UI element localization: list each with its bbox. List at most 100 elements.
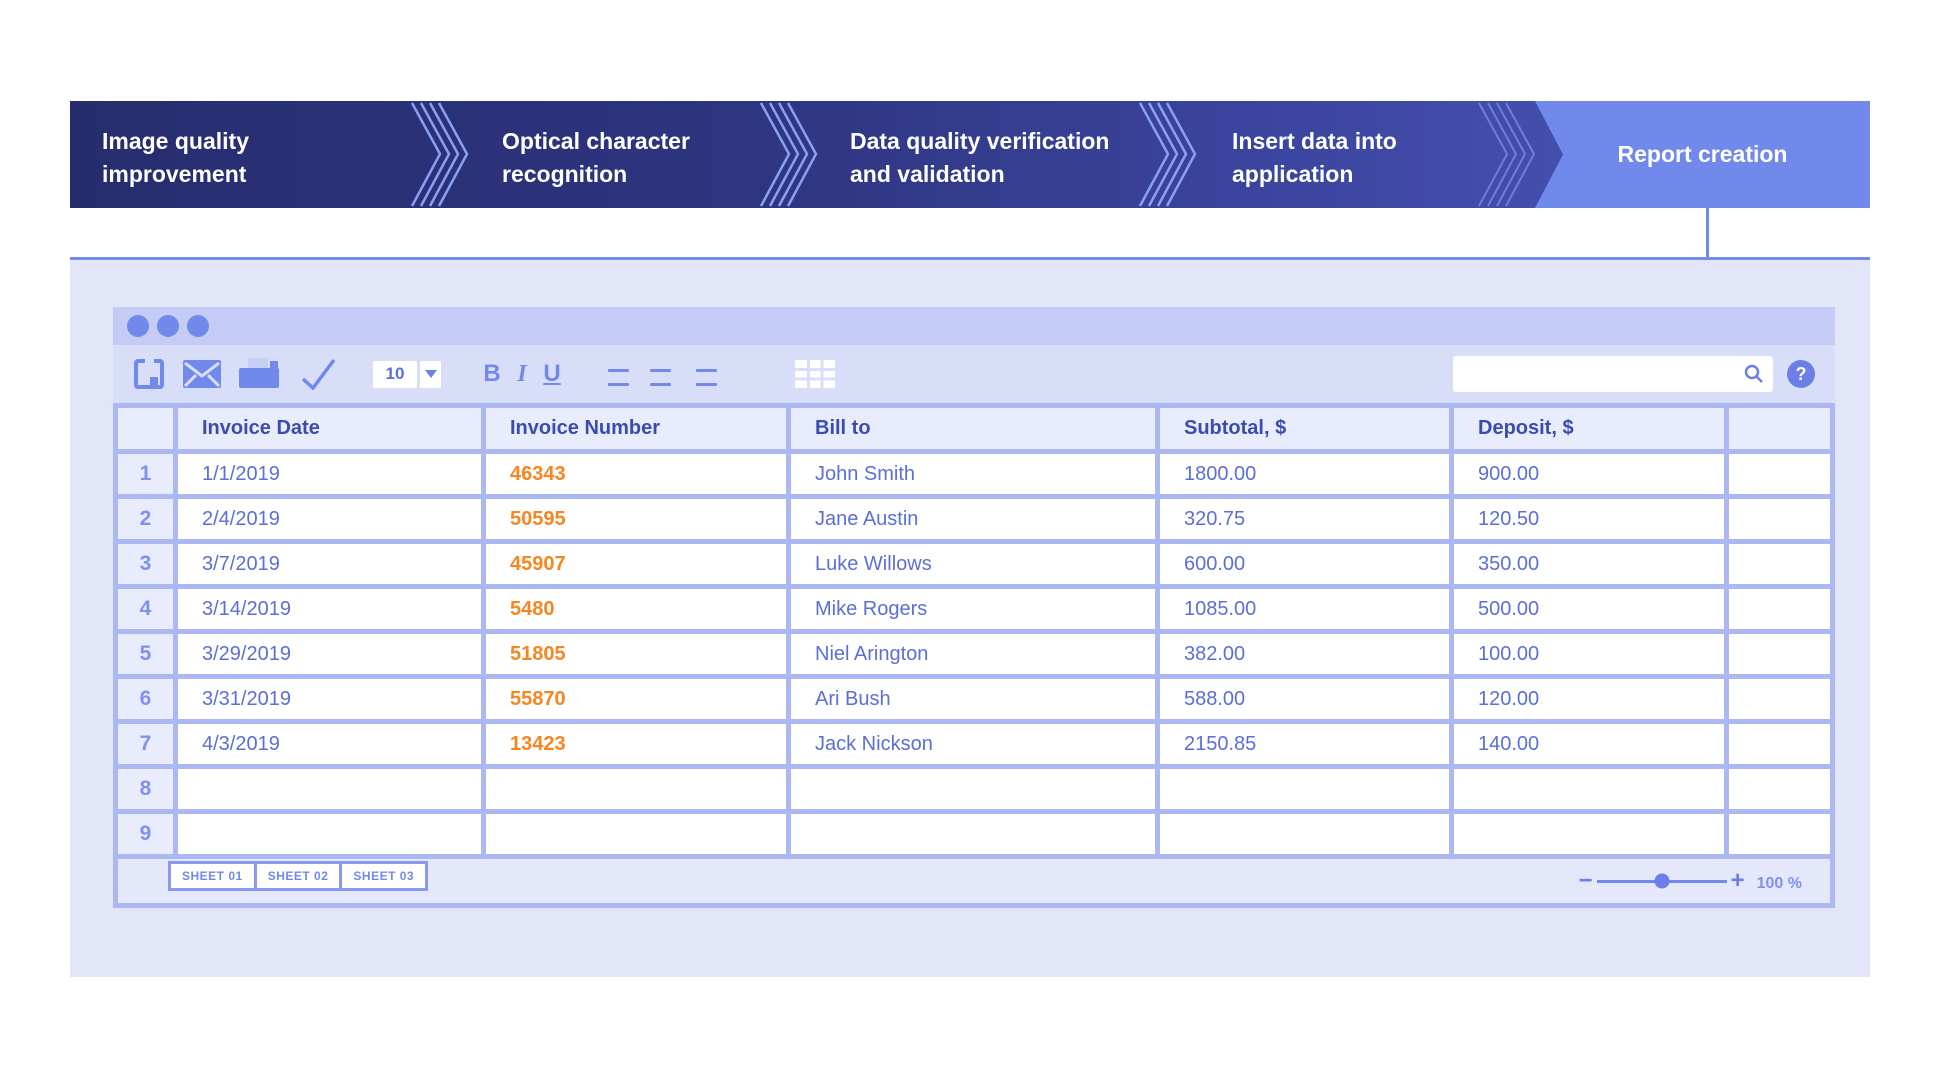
- font-size-value[interactable]: 10: [373, 360, 417, 388]
- cell-bill-to[interactable]: Ari Bush: [791, 679, 1155, 719]
- row-number-cell[interactable]: 8: [118, 769, 173, 809]
- cell-empty[interactable]: [1729, 724, 1830, 764]
- cell-invoice-date[interactable]: [178, 814, 481, 854]
- cell-invoice-number[interactable]: 45907: [486, 544, 786, 584]
- cell-subtotal[interactable]: 588.00: [1160, 679, 1449, 719]
- cell-bill-to[interactable]: [791, 769, 1155, 809]
- search-input[interactable]: [1461, 364, 1743, 384]
- cell-bill-to[interactable]: Jack Nickson: [791, 724, 1155, 764]
- cell-deposit[interactable]: 140.00: [1454, 724, 1724, 764]
- align-right-button[interactable]: [687, 362, 717, 386]
- tab-sheet-03[interactable]: SHEET 03: [342, 864, 426, 888]
- print-button[interactable]: [239, 358, 281, 390]
- row-number-cell[interactable]: 5: [118, 634, 173, 674]
- cell-subtotal[interactable]: 1085.00: [1160, 589, 1449, 629]
- cell-deposit[interactable]: 120.50: [1454, 499, 1724, 539]
- underline-button[interactable]: U: [543, 360, 561, 387]
- cell-invoice-number[interactable]: [486, 814, 786, 854]
- cell-bill-to[interactable]: John Smith: [791, 454, 1155, 494]
- row-number-cell[interactable]: 7: [118, 724, 173, 764]
- search-field[interactable]: [1453, 356, 1773, 392]
- cell-subtotal[interactable]: 600.00: [1160, 544, 1449, 584]
- column-header-deposit[interactable]: Deposit, $: [1454, 408, 1724, 449]
- corner-cell[interactable]: [118, 408, 173, 449]
- cell-bill-to[interactable]: Niel Arington: [791, 634, 1155, 674]
- tab-sheet-01[interactable]: SHEET 01: [171, 864, 254, 888]
- cell-empty[interactable]: [1729, 589, 1830, 629]
- cell-bill-to[interactable]: [791, 814, 1155, 854]
- cell-subtotal[interactable]: 320.75: [1160, 499, 1449, 539]
- cell-invoice-date[interactable]: [178, 769, 481, 809]
- cell-empty[interactable]: [1729, 454, 1830, 494]
- cell-invoice-number[interactable]: 51805: [486, 634, 786, 674]
- cell-subtotal[interactable]: 2150.85: [1160, 724, 1449, 764]
- column-header-empty[interactable]: [1729, 408, 1830, 449]
- row-number-cell[interactable]: 6: [118, 679, 173, 719]
- align-left-button[interactable]: [603, 362, 633, 386]
- email-button[interactable]: [183, 360, 221, 388]
- spreadsheet-window: 10 B I U: [113, 307, 1835, 908]
- cell-invoice-date[interactable]: 4/3/2019: [178, 724, 481, 764]
- zoom-slider-knob[interactable]: [1654, 873, 1670, 889]
- cell-subtotal[interactable]: [1160, 814, 1449, 854]
- cell-subtotal[interactable]: [1160, 769, 1449, 809]
- cell-invoice-date[interactable]: 2/4/2019: [178, 499, 481, 539]
- save-button[interactable]: [133, 358, 165, 390]
- cell-invoice-date[interactable]: 3/31/2019: [178, 679, 481, 719]
- cell-invoice-number[interactable]: 55870: [486, 679, 786, 719]
- cell-bill-to[interactable]: Mike Rogers: [791, 589, 1155, 629]
- font-size-dropdown[interactable]: [420, 360, 441, 388]
- cell-invoice-date[interactable]: 3/14/2019: [178, 589, 481, 629]
- cell-deposit[interactable]: [1454, 769, 1724, 809]
- cell-deposit[interactable]: 350.00: [1454, 544, 1724, 584]
- zoom-out-button[interactable]: −: [1578, 867, 1593, 894]
- cell-deposit[interactable]: 120.00: [1454, 679, 1724, 719]
- bold-button[interactable]: B: [483, 360, 501, 387]
- approve-button[interactable]: [299, 357, 337, 391]
- cell-bill-to[interactable]: Luke Willows: [791, 544, 1155, 584]
- italic-button[interactable]: I: [517, 360, 527, 387]
- cell-subtotal[interactable]: 382.00: [1160, 634, 1449, 674]
- help-button[interactable]: ?: [1787, 360, 1815, 388]
- align-justify-button[interactable]: [729, 362, 759, 386]
- window-dot-icon[interactable]: [187, 315, 209, 337]
- cell-invoice-number[interactable]: [486, 769, 786, 809]
- cell-invoice-date[interactable]: 3/29/2019: [178, 634, 481, 674]
- column-header-invoice-number[interactable]: Invoice Number: [486, 408, 786, 449]
- cell-empty[interactable]: [1729, 499, 1830, 539]
- cell-deposit[interactable]: 900.00: [1454, 454, 1724, 494]
- row-number-cell[interactable]: 3: [118, 544, 173, 584]
- printer-icon: [239, 358, 279, 388]
- cell-deposit[interactable]: 500.00: [1454, 589, 1724, 629]
- cell-empty[interactable]: [1729, 814, 1830, 854]
- row-number-cell[interactable]: 9: [118, 814, 173, 854]
- row-number-cell[interactable]: 2: [118, 499, 173, 539]
- row-number-cell[interactable]: 1: [118, 454, 173, 494]
- cell-invoice-date[interactable]: 1/1/2019: [178, 454, 481, 494]
- cell-deposit[interactable]: 100.00: [1454, 634, 1724, 674]
- window-dot-icon[interactable]: [127, 315, 149, 337]
- cell-empty[interactable]: [1729, 544, 1830, 584]
- window-dot-icon[interactable]: [157, 315, 179, 337]
- cell-invoice-number[interactable]: 46343: [486, 454, 786, 494]
- column-header-invoice-date[interactable]: Invoice Date: [178, 408, 481, 449]
- cell-invoice-number[interactable]: 50595: [486, 499, 786, 539]
- cell-empty[interactable]: [1729, 769, 1830, 809]
- cell-invoice-number[interactable]: 13423: [486, 724, 786, 764]
- column-header-bill-to[interactable]: Bill to: [791, 408, 1155, 449]
- zoom-slider[interactable]: [1596, 873, 1727, 889]
- column-header-subtotal[interactable]: Subtotal, $: [1160, 408, 1449, 449]
- cell-empty[interactable]: [1729, 679, 1830, 719]
- cell-subtotal[interactable]: 1800.00: [1160, 454, 1449, 494]
- cell-empty[interactable]: [1729, 634, 1830, 674]
- align-center-button[interactable]: [645, 362, 675, 386]
- insert-table-button[interactable]: [795, 360, 835, 388]
- cell-invoice-number[interactable]: 5480: [486, 589, 786, 629]
- cell-invoice-date[interactable]: 3/7/2019: [178, 544, 481, 584]
- cell-bill-to[interactable]: Jane Austin: [791, 499, 1155, 539]
- search-icon[interactable]: [1743, 363, 1765, 385]
- zoom-in-button[interactable]: +: [1730, 867, 1745, 894]
- tab-sheet-02[interactable]: SHEET 02: [256, 864, 340, 888]
- row-number-cell[interactable]: 4: [118, 589, 173, 629]
- cell-deposit[interactable]: [1454, 814, 1724, 854]
